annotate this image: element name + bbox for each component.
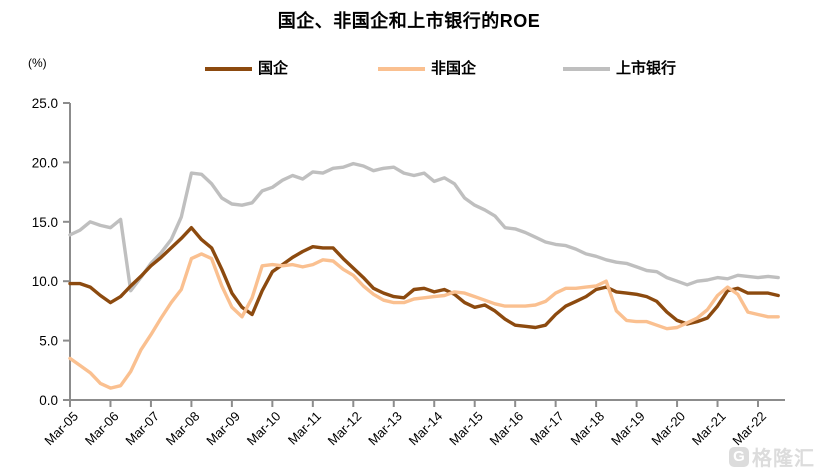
x-tick-label: Mar-07 [122, 409, 162, 449]
y-tick-label: 0.0 [39, 393, 58, 408]
y-tick-label: 15.0 [32, 215, 58, 230]
legend-label-soe: 国企 [258, 60, 289, 77]
y-tick-label: 20.0 [32, 155, 58, 170]
legend-item-banks: 上市银行 [563, 61, 676, 77]
x-tick-label: Mar-18 [568, 409, 608, 449]
x-tick-label: Mar-13 [365, 409, 405, 449]
x-tick-label: Mar-21 [689, 409, 729, 449]
x-tick-label: Mar-15 [446, 409, 486, 449]
x-tick-label: Mar-17 [527, 409, 567, 449]
x-tick-label: Mar-08 [163, 409, 203, 449]
x-tick-label: Mar-11 [285, 409, 324, 448]
series-line-banks [68, 161, 780, 293]
soe-line-swatch [205, 67, 252, 71]
x-tick-label: Mar-09 [203, 409, 243, 449]
legend-label-banks: 上市银行 [616, 60, 677, 77]
x-tick-label: Mar-06 [82, 409, 122, 449]
x-tick-label: Mar-16 [487, 409, 527, 449]
watermark-text: 格隆汇 [752, 448, 815, 470]
y-axis-unit-label: (%) [28, 56, 47, 70]
chart-title: 国企、非国企和上市银行的ROE [277, 11, 541, 31]
x-tick-label: Mar-19 [608, 409, 648, 449]
legend-label-non-soe: 非国企 [431, 60, 477, 77]
watermark-logo-icon: G [729, 446, 749, 467]
watermark: G 格隆汇 [729, 442, 815, 471]
y-tick-label: 10.0 [32, 274, 58, 289]
series-line-soe [68, 225, 780, 330]
y-tick-label: 5.0 [39, 334, 58, 349]
non-soe-line-swatch [378, 67, 425, 71]
legend-item-non-soe: 非国企 [378, 61, 476, 77]
y-tick-label: 25.0 [32, 96, 58, 111]
legend-item-soe: 国企 [205, 61, 288, 77]
x-tick-label: Mar-10 [244, 409, 284, 449]
x-tick-label: Mar-14 [406, 409, 446, 449]
banks-line-swatch [563, 67, 610, 71]
series-line-non-soe [68, 252, 780, 390]
x-tick-label: Mar-05 [41, 409, 81, 449]
x-tick-label: Mar-20 [648, 409, 688, 449]
x-tick-label: Mar-12 [325, 409, 365, 449]
